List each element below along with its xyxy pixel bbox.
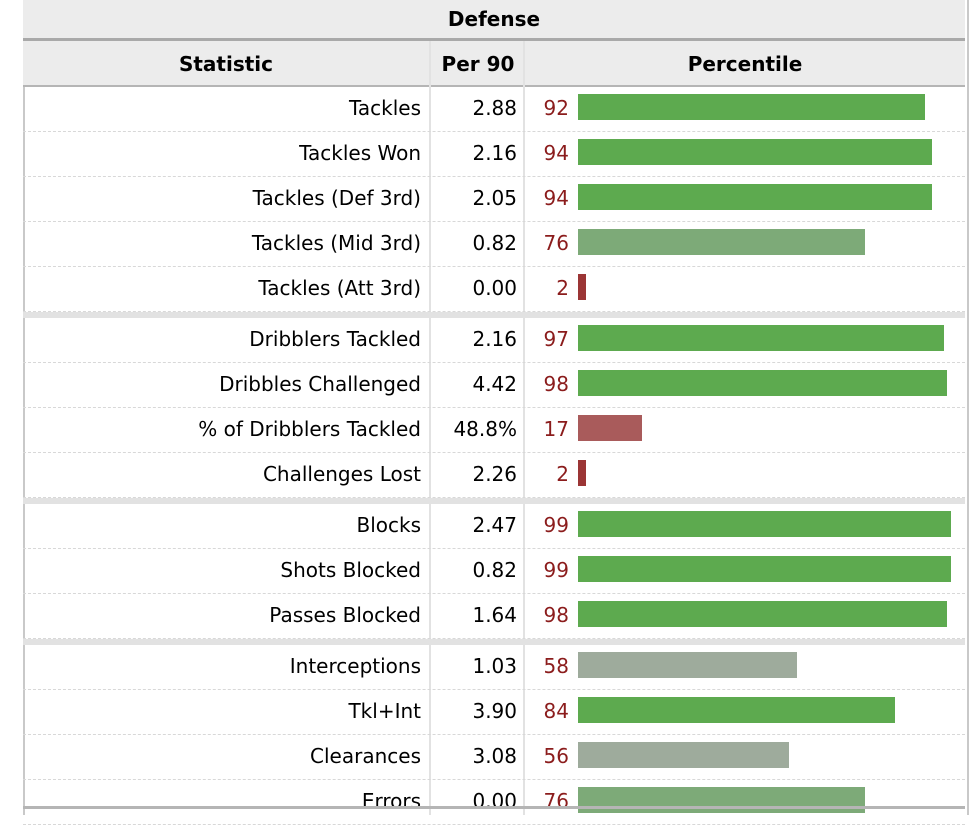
statistic-label: Blocks <box>356 513 421 537</box>
percentile-bar <box>578 556 951 582</box>
percentile-label: 76 <box>543 231 569 255</box>
statistic-label: Interceptions <box>289 654 421 678</box>
statistic-label: Tkl+Int <box>348 699 421 723</box>
percentile-label: 97 <box>543 327 569 351</box>
percentile-bar <box>578 325 944 351</box>
statistic-label: Dribbles Challenged <box>219 372 421 396</box>
statistic-label: Tackles (Att 3rd) <box>258 276 421 300</box>
table-body: Tackles 2.88 92 Tackles Won 2.16 94 Tackles (D… <box>23 87 965 825</box>
table-row: Dribbles Challenged 4.42 98 <box>23 363 965 408</box>
statistic-label: % of Dribblers Tackled <box>198 417 421 441</box>
per90-value: 0.82 <box>472 231 517 255</box>
percentile-label: 94 <box>543 186 569 210</box>
percentile-label: 99 <box>543 558 569 582</box>
statistic-label: Tackles Won <box>299 141 421 165</box>
statistic-label: Passes Blocked <box>269 603 421 627</box>
per90-value: 2.16 <box>472 141 517 165</box>
per90-value: 1.64 <box>472 603 517 627</box>
section-header: Defense <box>23 0 965 41</box>
per90-value: 0.82 <box>472 558 517 582</box>
table-row: Tackles (Att 3rd) 0.00 2 <box>23 267 965 312</box>
statistic-label: Clearances <box>310 744 421 768</box>
table-row: Blocks 2.47 99 <box>23 504 965 549</box>
per90-value: 2.16 <box>472 327 517 351</box>
table-row: Shots Blocked 0.82 99 <box>23 549 965 594</box>
percentile-bar <box>578 460 586 486</box>
percentile-bar <box>578 511 951 537</box>
statistic-label: Dribblers Tackled <box>249 327 421 351</box>
percentile-bar <box>578 184 932 210</box>
percentile-label: 17 <box>543 417 569 441</box>
percentile-bar <box>578 370 947 396</box>
percentile-label: 98 <box>543 603 569 627</box>
percentile-bar <box>578 787 865 813</box>
group-separator <box>23 498 965 504</box>
per90-value: 2.47 <box>472 513 517 537</box>
percentile-bar <box>578 415 642 441</box>
group-separator <box>23 312 965 318</box>
statistic-label: Challenges Lost <box>262 462 421 486</box>
percentile-bar <box>578 652 797 678</box>
table-row: % of Dribblers Tackled 48.8% 17 <box>23 408 965 453</box>
statistic-label: Tackles (Mid 3rd) <box>251 231 421 255</box>
percentile-bar <box>578 229 865 255</box>
percentile-label: 76 <box>543 789 569 813</box>
column-header-row: Statistic Per 90 Percentile <box>23 41 965 87</box>
percentile-label: 2 <box>556 276 569 300</box>
per90-value: 48.8% <box>453 417 517 441</box>
table-row: Tackles (Def 3rd) 2.05 94 <box>23 177 965 222</box>
table-row: Dribblers Tackled 2.16 97 <box>23 318 965 363</box>
group-separator <box>23 639 965 645</box>
table-row: Clearances 3.08 56 <box>23 735 965 780</box>
percentile-bar <box>578 139 932 165</box>
per90-value: 2.88 <box>472 96 517 120</box>
per90-value: 3.90 <box>472 699 517 723</box>
percentile-label: 84 <box>543 699 569 723</box>
column-divider <box>523 41 525 815</box>
percentile-label: 99 <box>543 513 569 537</box>
percentile-label: 2 <box>556 462 569 486</box>
per90-value: 2.26 <box>472 462 517 486</box>
percentile-bar <box>578 697 895 723</box>
percentile-bar <box>578 94 925 120</box>
statistic-label: Tackles <box>348 96 421 120</box>
table-row: Tackles 2.88 92 <box>23 87 965 132</box>
percentile-bar <box>578 601 947 627</box>
table-row: Tackles Won 2.16 94 <box>23 132 965 177</box>
table-row: Challenges Lost 2.26 2 <box>23 453 965 498</box>
percentile-label: 98 <box>543 372 569 396</box>
statistic-label: Tackles (Def 3rd) <box>252 186 421 210</box>
table-row: Interceptions 1.03 58 <box>23 645 965 690</box>
percentile-label: 56 <box>543 744 569 768</box>
per90-value: 4.42 <box>472 372 517 396</box>
per90-value: 0.00 <box>472 789 517 813</box>
section-title: Defense <box>447 7 541 31</box>
percentile-label: 92 <box>543 96 569 120</box>
column-header-per90[interactable]: Per 90 <box>441 52 515 76</box>
column-divider <box>429 41 431 815</box>
table-row: Tkl+Int 3.90 84 <box>23 690 965 735</box>
percentile-label: 94 <box>543 141 569 165</box>
column-header-percentile[interactable]: Percentile <box>687 52 803 76</box>
table-row: Errors 0.00 76 <box>23 780 965 825</box>
table-row: Passes Blocked 1.64 98 <box>23 594 965 639</box>
per90-value: 0.00 <box>472 276 517 300</box>
percentile-bar <box>578 742 789 768</box>
percentile-bar <box>578 274 586 300</box>
table-row: Tackles (Mid 3rd) 0.82 76 <box>23 222 965 267</box>
defense-table: Defense Statistic Per 90 Percentile Tack… <box>23 0 971 825</box>
per90-value: 3.08 <box>472 744 517 768</box>
column-header-statistic[interactable]: Statistic <box>178 52 274 76</box>
statistic-label: Errors <box>361 789 421 813</box>
per90-value: 2.05 <box>472 186 517 210</box>
per90-value: 1.03 <box>472 654 517 678</box>
table-bottom-border <box>23 806 965 809</box>
percentile-label: 58 <box>543 654 569 678</box>
statistic-label: Shots Blocked <box>280 558 421 582</box>
